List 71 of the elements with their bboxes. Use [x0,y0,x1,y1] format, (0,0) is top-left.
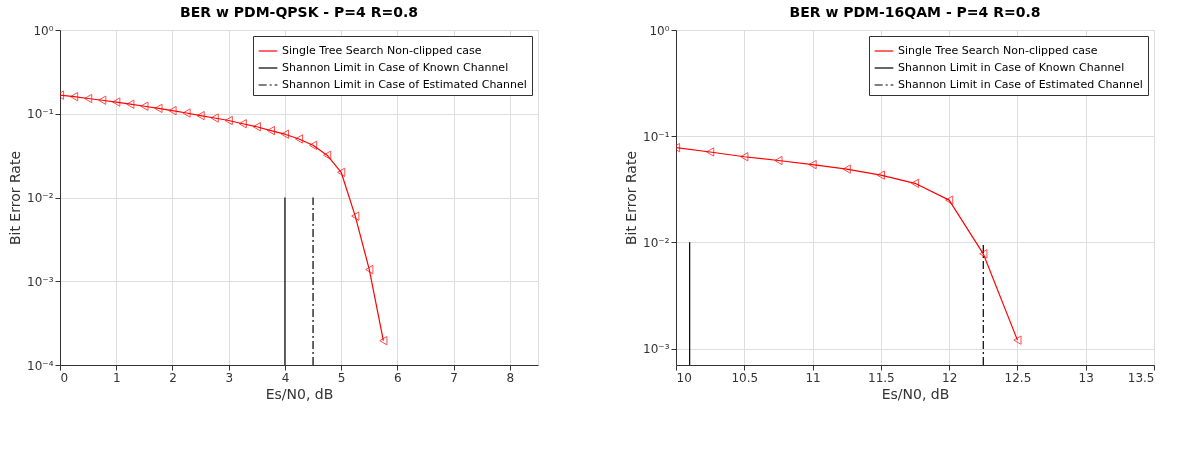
y-tick-label: 10⁻¹ [643,129,670,144]
point [266,125,276,136]
point [238,119,247,129]
x-tick-label: 4 [281,370,290,385]
point [69,91,79,102]
x-tick-label: 11 [805,370,821,385]
point [182,108,191,118]
point [168,105,177,116]
x-tick-label: 2 [169,370,177,385]
point [224,115,233,126]
point [280,129,290,139]
y-axis-title: Bit Error Rate [623,150,640,246]
point [945,195,954,205]
point [252,122,261,132]
x-tick-label: 10 [676,370,692,385]
point [83,93,93,104]
point [1013,335,1022,345]
x-tick-label: 3 [225,370,234,385]
point [98,95,107,105]
point [365,264,374,275]
x-tick-label: 12.5 [1004,370,1032,385]
x-tick-label: 6 [394,370,402,385]
x-tick-label: 13.5 [1127,370,1155,385]
x-tick-label: 5 [337,370,346,385]
point [126,99,135,109]
legend-label: Shannon Limit in Case of Estimated Channel [282,78,527,91]
y-tick-label: 10⁰ [649,23,670,38]
y-axis-title: Bit Error Rate [7,150,24,246]
point [379,336,388,346]
x-tick-label: 12 [942,370,958,385]
point [154,103,163,114]
point [351,211,360,221]
chart-title: BER w PDM-QPSK - P=4 R=0.8 [180,4,418,20]
y-tick-label: 10⁻³ [643,342,670,357]
legend-label: Shannon Limit in Case of Estimated Channel [898,78,1143,91]
legend-label: Shannon Limit in Case of Known Channel [898,61,1125,74]
point [876,170,885,180]
x-tick-label: 7 [450,370,458,385]
x-axis-title: Es/N0, dB [881,385,950,402]
point [808,159,817,170]
point [706,147,715,157]
point [322,150,332,160]
y-tick-label: 10⁻² [27,191,54,205]
y-tick-label: 10⁻² [643,235,670,250]
x-tick-label: 13 [1078,370,1094,385]
chart-title: BER w PDM-16QAM - P=4 R=0.8 [789,4,1041,20]
point [842,164,851,174]
point [774,155,783,166]
y-tick-label: 10⁻³ [27,274,54,289]
legend-label: Single Tree Search Non-clipped case [282,44,482,57]
y-tick-label: 10⁻⁴ [27,358,54,373]
point [196,110,205,121]
x-tick-label: 10.5 [731,370,759,385]
y-tick-label: 10⁻¹ [27,107,54,122]
x-tick-label: 11.5 [868,370,895,385]
point [740,152,749,162]
legend-label: Single Tree Search Non-clipped case [898,44,1098,57]
point [308,140,318,150]
point [140,101,149,111]
point [112,97,121,107]
point [979,249,988,259]
x-tick-label: 1 [112,370,121,385]
x-tick-label: 0 [60,370,69,385]
point [910,178,920,188]
point [337,167,346,177]
x-tick-label: 8 [506,370,515,385]
y-tick-label: 10⁰ [33,23,54,38]
point [294,134,304,144]
point [210,113,219,123]
x-axis-title: Es/N0, dB [265,385,334,402]
legend-label: Shannon Limit in Case of Known Channel [282,61,509,74]
